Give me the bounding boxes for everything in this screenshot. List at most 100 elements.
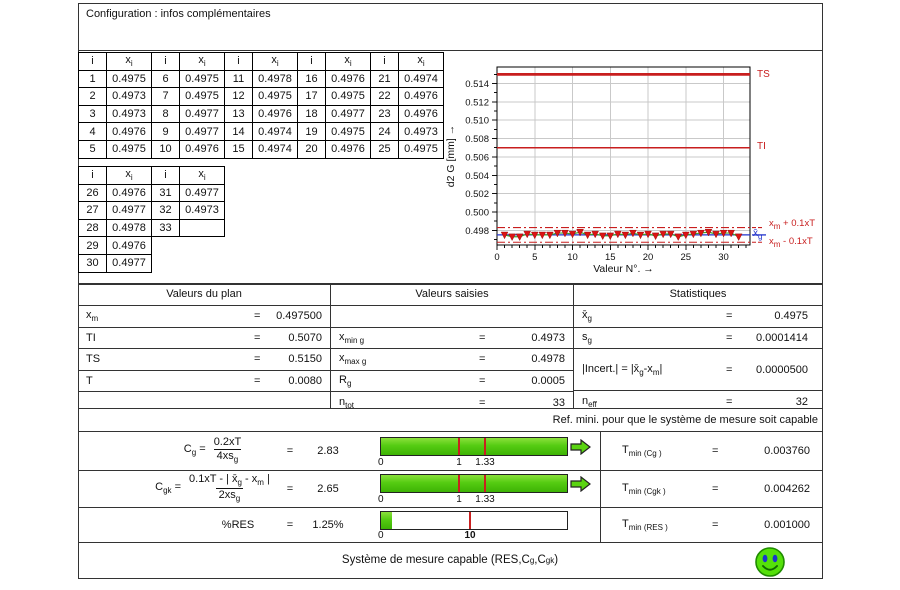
cell-index: 8 xyxy=(151,104,180,124)
plan-title: Valeurs du plan xyxy=(78,284,330,306)
plan-row-xm: xm = 0.497500 xyxy=(78,306,330,328)
divider xyxy=(600,431,601,542)
bar-scale-tick: 1 xyxy=(456,457,462,468)
stats-title: Statistiques xyxy=(574,284,822,306)
cell-value[interactable]: 0.4973 xyxy=(106,87,152,106)
divider xyxy=(78,3,823,4)
cell-value[interactable]: 0.4976 xyxy=(325,139,371,159)
res-value: 1.25% xyxy=(312,518,344,531)
cell-index: 1 xyxy=(78,69,107,89)
cell-index: 23 xyxy=(370,104,399,124)
cell-value[interactable]: 0.4975 xyxy=(398,139,444,159)
bar-fill xyxy=(381,475,567,492)
svg-text:0.502: 0.502 xyxy=(465,189,489,200)
row-label: xmax g xyxy=(339,352,367,367)
cell-value[interactable]: 0.4973 xyxy=(179,201,225,220)
cell-value[interactable]: 0.4977 xyxy=(106,253,152,273)
cell-value[interactable]: 0.4975 xyxy=(106,139,152,159)
row-value: 0.4978 xyxy=(531,353,565,366)
svg-text:0.498: 0.498 xyxy=(465,226,489,237)
cell-value[interactable]: 0.4977 xyxy=(179,104,225,124)
cell-value[interactable]: 0.4976 xyxy=(325,69,371,89)
table-row: 30 0.4977 xyxy=(78,253,225,273)
row-label: neff xyxy=(582,394,597,409)
cell-index: 20 xyxy=(297,139,326,159)
row-value: 0.0080 xyxy=(288,375,322,388)
fraction-denominator: 2xsg xyxy=(215,488,244,504)
row-label: TS xyxy=(86,353,101,366)
cell-value[interactable]: 0.4976 xyxy=(106,122,152,141)
cell-value[interactable]: 0.4974 xyxy=(252,139,298,159)
row-label: Tmin (Cg ) xyxy=(622,443,662,458)
col-header-xi: xi xyxy=(252,52,298,71)
bar-fill xyxy=(381,512,393,529)
cell-index: 10 xyxy=(151,139,180,159)
svg-text:0.510: 0.510 xyxy=(465,116,489,127)
col-header-xi: xi xyxy=(398,52,444,71)
cell-value[interactable]: 0.4975 xyxy=(179,69,225,89)
table-row: 3 0.4973 8 0.4977 13 0.4976 18 0.4977 23 0.4976 xyxy=(78,104,444,124)
cg-value: 2.83 xyxy=(317,444,339,457)
plan-row-t: T = 0.0080 xyxy=(78,371,330,393)
cell-value[interactable]: 0.4976 xyxy=(398,104,444,124)
cell-value[interactable]: 0.4975 xyxy=(325,87,371,106)
cell-index: 25 xyxy=(370,139,399,159)
cell-value[interactable]: 0.4975 xyxy=(179,87,225,106)
cell-index: 14 xyxy=(224,122,253,141)
cell-value[interactable]: 0.4975 xyxy=(252,87,298,106)
equals-sign: = xyxy=(726,310,733,323)
cell-value[interactable]: 0.4976 xyxy=(179,139,225,159)
cell-value[interactable]: 0.4977 xyxy=(179,183,225,203)
divider xyxy=(573,284,574,408)
overflow-arrow-icon xyxy=(570,439,591,455)
plan-row-ti: TI = 0.5070 xyxy=(78,328,330,350)
cell-index: 19 xyxy=(297,122,326,141)
equals-sign: = xyxy=(254,375,261,388)
cell-value[interactable]: 0.4977 xyxy=(179,122,225,141)
equals-sign: = xyxy=(726,331,733,344)
stats-row-xbar: x̄g = 0.4975 xyxy=(574,306,822,328)
stats-row-neff: neff = 32 xyxy=(574,391,822,412)
cg-bar xyxy=(380,437,568,456)
cell-value[interactable] xyxy=(179,218,225,238)
cell-value[interactable]: 0.4974 xyxy=(398,69,444,89)
col-header-i: i xyxy=(78,52,107,71)
ref-mini-title: Ref. mini. pour que le système de mesure… xyxy=(552,414,818,426)
cell-value[interactable]: 0.4977 xyxy=(106,201,152,220)
cell-value[interactable]: 0.4977 xyxy=(325,104,371,124)
table-row: 26 0.4976 31 0.4977 xyxy=(78,183,225,203)
cell-value[interactable]: 0.4976 xyxy=(106,236,152,255)
cgk-value: 2.65 xyxy=(317,482,339,495)
cell-value[interactable]: 0.4976 xyxy=(252,104,298,124)
cell-value[interactable]: 0.4978 xyxy=(252,69,298,89)
res-label: %RES xyxy=(221,518,255,531)
cell-value[interactable]: 0.4975 xyxy=(325,122,371,141)
divider xyxy=(78,408,823,409)
table-row: 2 0.4973 7 0.4975 12 0.4975 17 0.4975 22 0.4976 xyxy=(78,87,444,106)
cg-lhs: Cg = xyxy=(183,443,206,458)
cell-value[interactable]: 0.4973 xyxy=(106,104,152,124)
cell-value[interactable]: 0.4973 xyxy=(398,122,444,141)
plan-values-panel: Valeurs du plan xm = 0.497500 TI = 0.507… xyxy=(78,284,330,393)
tmin-res-row: Tmin (RES ) = 0.001000 xyxy=(600,507,822,542)
chart-label-ts: TS xyxy=(757,69,770,80)
cell-value[interactable]: 0.4978 xyxy=(106,218,152,238)
cell-value[interactable]: 0.4974 xyxy=(252,122,298,141)
col-header-i: i xyxy=(224,52,253,71)
row-label: xmin g xyxy=(339,330,365,345)
measurements-table-2: i xi i xi 26 0.4976 31 0.4977 27 0.4977 32 0.4973 28… xyxy=(78,166,225,273)
cell-value[interactable]: 0.4975 xyxy=(106,69,152,89)
cell-value[interactable]: 0.4976 xyxy=(398,87,444,106)
svg-text:d2 G [mm] →: d2 G [mm] → xyxy=(445,125,457,187)
svg-text:0.506: 0.506 xyxy=(465,152,489,163)
row-value: 32 xyxy=(795,395,808,408)
row-label: |Incert.| = |x̄g-xm| xyxy=(582,362,663,377)
config-title: Configuration : infos complémentaires xyxy=(86,8,271,20)
cell-value[interactable]: 0.4976 xyxy=(106,183,152,203)
cg-fraction: 0.2xT 4xsg xyxy=(211,436,245,465)
col-header-xi: xi xyxy=(179,52,225,71)
tmin-cgk-row: Tmin (Cgk ) = 0.004262 xyxy=(600,470,822,507)
cell-index: 12 xyxy=(224,87,253,106)
svg-text:15: 15 xyxy=(605,252,616,263)
equals-sign: = xyxy=(254,331,261,344)
